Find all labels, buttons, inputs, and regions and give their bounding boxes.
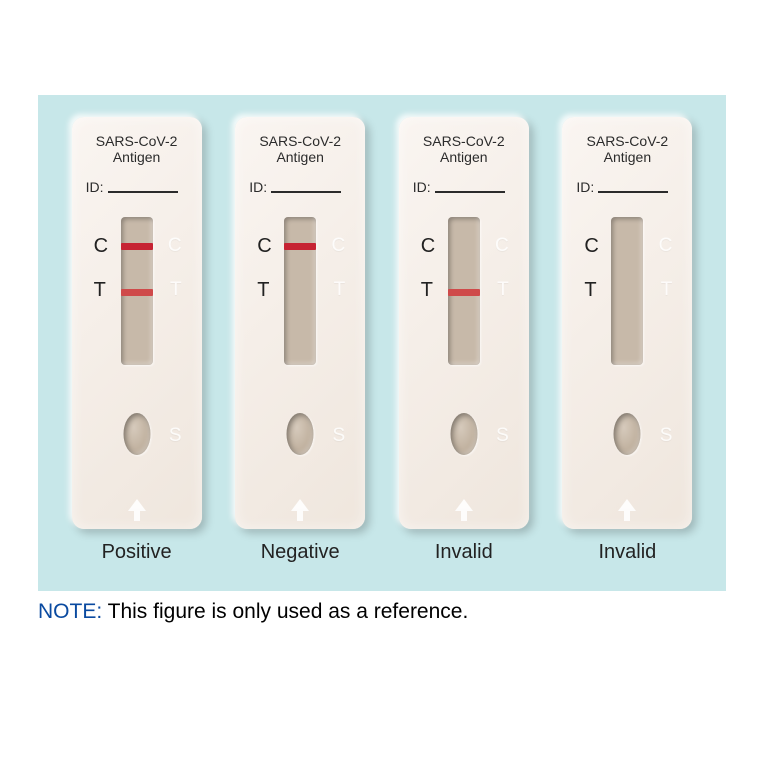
id-label: ID: <box>576 179 594 195</box>
t-mark-right: T <box>661 279 673 301</box>
cassette-title: SARS-CoV-2Antigen <box>235 133 365 165</box>
s-mark-right: S <box>660 425 673 447</box>
result-window <box>611 217 643 365</box>
note-label: NOTE: <box>38 600 102 623</box>
arrow-up-icon <box>291 499 309 511</box>
sample-well <box>287 413 314 455</box>
result-window <box>284 217 316 365</box>
id-underline <box>435 191 505 193</box>
sample-well <box>614 413 641 455</box>
test-cassette: SARS-CoV-2AntigenID:CTCTS <box>235 117 365 529</box>
test-cassette: SARS-CoV-2AntigenID:CTCTS <box>562 117 692 529</box>
t-mark-right: T <box>497 279 509 301</box>
t-band <box>448 289 480 296</box>
result-window <box>121 217 153 365</box>
cassette-title: SARS-CoV-2Antigen <box>399 133 529 165</box>
result-caption: Invalid <box>598 541 656 564</box>
test-cassette: SARS-CoV-2AntigenID:CTCTS <box>72 117 202 529</box>
c-mark-left: C <box>584 235 598 258</box>
title-line1: SARS-CoV-2 <box>587 133 669 149</box>
c-mark-right: C <box>495 235 509 257</box>
c-mark-left: C <box>257 235 271 258</box>
c-band <box>121 243 153 250</box>
t-mark-right: T <box>334 279 346 301</box>
title-line2: Antigen <box>113 149 160 165</box>
t-mark-left: T <box>584 279 596 302</box>
cassette-title: SARS-CoV-2Antigen <box>562 133 692 165</box>
arrow-up-icon <box>455 499 473 511</box>
c-band <box>284 243 316 250</box>
title-line2: Antigen <box>604 149 651 165</box>
arrow-up-icon <box>618 499 636 511</box>
cassette-row: SARS-CoV-2AntigenID:CTCTSPositiveSARS-Co… <box>38 117 726 564</box>
sample-well <box>123 413 150 455</box>
c-mark-right: C <box>659 235 673 257</box>
arrow-up-icon <box>128 499 146 511</box>
note-text: This figure is only used as a reference. <box>102 600 468 623</box>
result-caption: Negative <box>261 541 340 564</box>
cassette-block: SARS-CoV-2AntigenID:CTCTSPositive <box>72 117 202 564</box>
s-mark-right: S <box>333 425 346 447</box>
id-underline <box>108 191 178 193</box>
cassette-block: SARS-CoV-2AntigenID:CTCTSInvalid <box>562 117 692 564</box>
s-mark-right: S <box>496 425 509 447</box>
id-underline <box>598 191 668 193</box>
cassette-block: SARS-CoV-2AntigenID:CTCTSInvalid <box>399 117 529 564</box>
s-mark-right: S <box>169 425 182 447</box>
id-label: ID: <box>249 179 267 195</box>
title-line2: Antigen <box>276 149 323 165</box>
result-window <box>448 217 480 365</box>
sample-well <box>450 413 477 455</box>
t-mark-left: T <box>421 279 433 302</box>
c-mark-right: C <box>168 235 182 257</box>
result-caption: Invalid <box>435 541 493 564</box>
diagram-panel: SARS-CoV-2AntigenID:CTCTSPositiveSARS-Co… <box>38 95 726 591</box>
result-caption: Positive <box>102 541 172 564</box>
test-cassette: SARS-CoV-2AntigenID:CTCTS <box>399 117 529 529</box>
note-line: NOTE: This figure is only used as a refe… <box>38 600 468 624</box>
t-band <box>121 289 153 296</box>
title-line1: SARS-CoV-2 <box>423 133 505 149</box>
c-mark-left: C <box>421 235 435 258</box>
id-label: ID: <box>86 179 104 195</box>
cassette-block: SARS-CoV-2AntigenID:CTCTSNegative <box>235 117 365 564</box>
cassette-title: SARS-CoV-2Antigen <box>72 133 202 165</box>
t-mark-right: T <box>170 279 182 301</box>
c-mark-right: C <box>331 235 345 257</box>
title-line2: Antigen <box>440 149 487 165</box>
title-line1: SARS-CoV-2 <box>96 133 178 149</box>
id-underline <box>271 191 341 193</box>
t-mark-left: T <box>94 279 106 302</box>
t-mark-left: T <box>257 279 269 302</box>
id-label: ID: <box>413 179 431 195</box>
title-line1: SARS-CoV-2 <box>259 133 341 149</box>
c-mark-left: C <box>94 235 108 258</box>
